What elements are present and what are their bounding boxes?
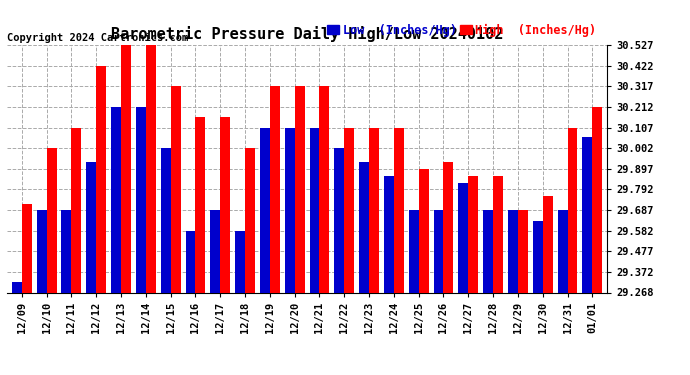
Bar	[170, 86, 181, 292]
Bar	[518, 210, 528, 292]
Bar	[335, 148, 344, 292]
Bar	[285, 128, 295, 292]
Bar	[121, 45, 131, 292]
Bar	[558, 210, 567, 292]
Bar	[419, 169, 428, 292]
Bar	[295, 86, 304, 292]
Bar	[592, 107, 602, 292]
Bar	[508, 210, 518, 292]
Bar	[433, 210, 444, 292]
Bar	[310, 128, 319, 292]
Bar	[458, 183, 469, 292]
Bar	[483, 210, 493, 292]
Bar	[235, 231, 245, 292]
Bar	[260, 128, 270, 292]
Bar	[533, 221, 543, 292]
Bar	[582, 137, 592, 292]
Bar	[493, 176, 503, 292]
Bar	[71, 128, 81, 292]
Bar	[61, 210, 71, 292]
Legend: Low  (Inches/Hg), High  (Inches/Hg): Low (Inches/Hg), High (Inches/Hg)	[322, 19, 601, 41]
Bar	[344, 128, 354, 292]
Bar	[384, 176, 394, 292]
Bar	[369, 128, 379, 292]
Bar	[543, 196, 553, 292]
Bar	[47, 148, 57, 292]
Bar	[186, 231, 195, 292]
Bar	[161, 148, 170, 292]
Bar	[394, 128, 404, 292]
Bar	[359, 162, 369, 292]
Bar	[270, 86, 279, 292]
Bar	[86, 162, 96, 292]
Bar	[12, 282, 22, 292]
Bar	[444, 162, 453, 292]
Bar	[22, 204, 32, 292]
Bar	[245, 148, 255, 292]
Bar	[111, 107, 121, 292]
Bar	[146, 45, 156, 292]
Bar	[210, 210, 220, 292]
Title: Barometric Pressure Daily High/Low 20240102: Barometric Pressure Daily High/Low 20240…	[111, 27, 503, 42]
Bar	[195, 117, 206, 292]
Bar	[408, 210, 419, 292]
Bar	[220, 117, 230, 292]
Bar	[136, 107, 146, 292]
Text: Copyright 2024 Cartronics.com: Copyright 2024 Cartronics.com	[7, 33, 188, 42]
Bar	[37, 210, 47, 292]
Bar	[96, 66, 106, 292]
Bar	[469, 176, 478, 292]
Bar	[319, 86, 329, 292]
Bar	[567, 128, 578, 292]
